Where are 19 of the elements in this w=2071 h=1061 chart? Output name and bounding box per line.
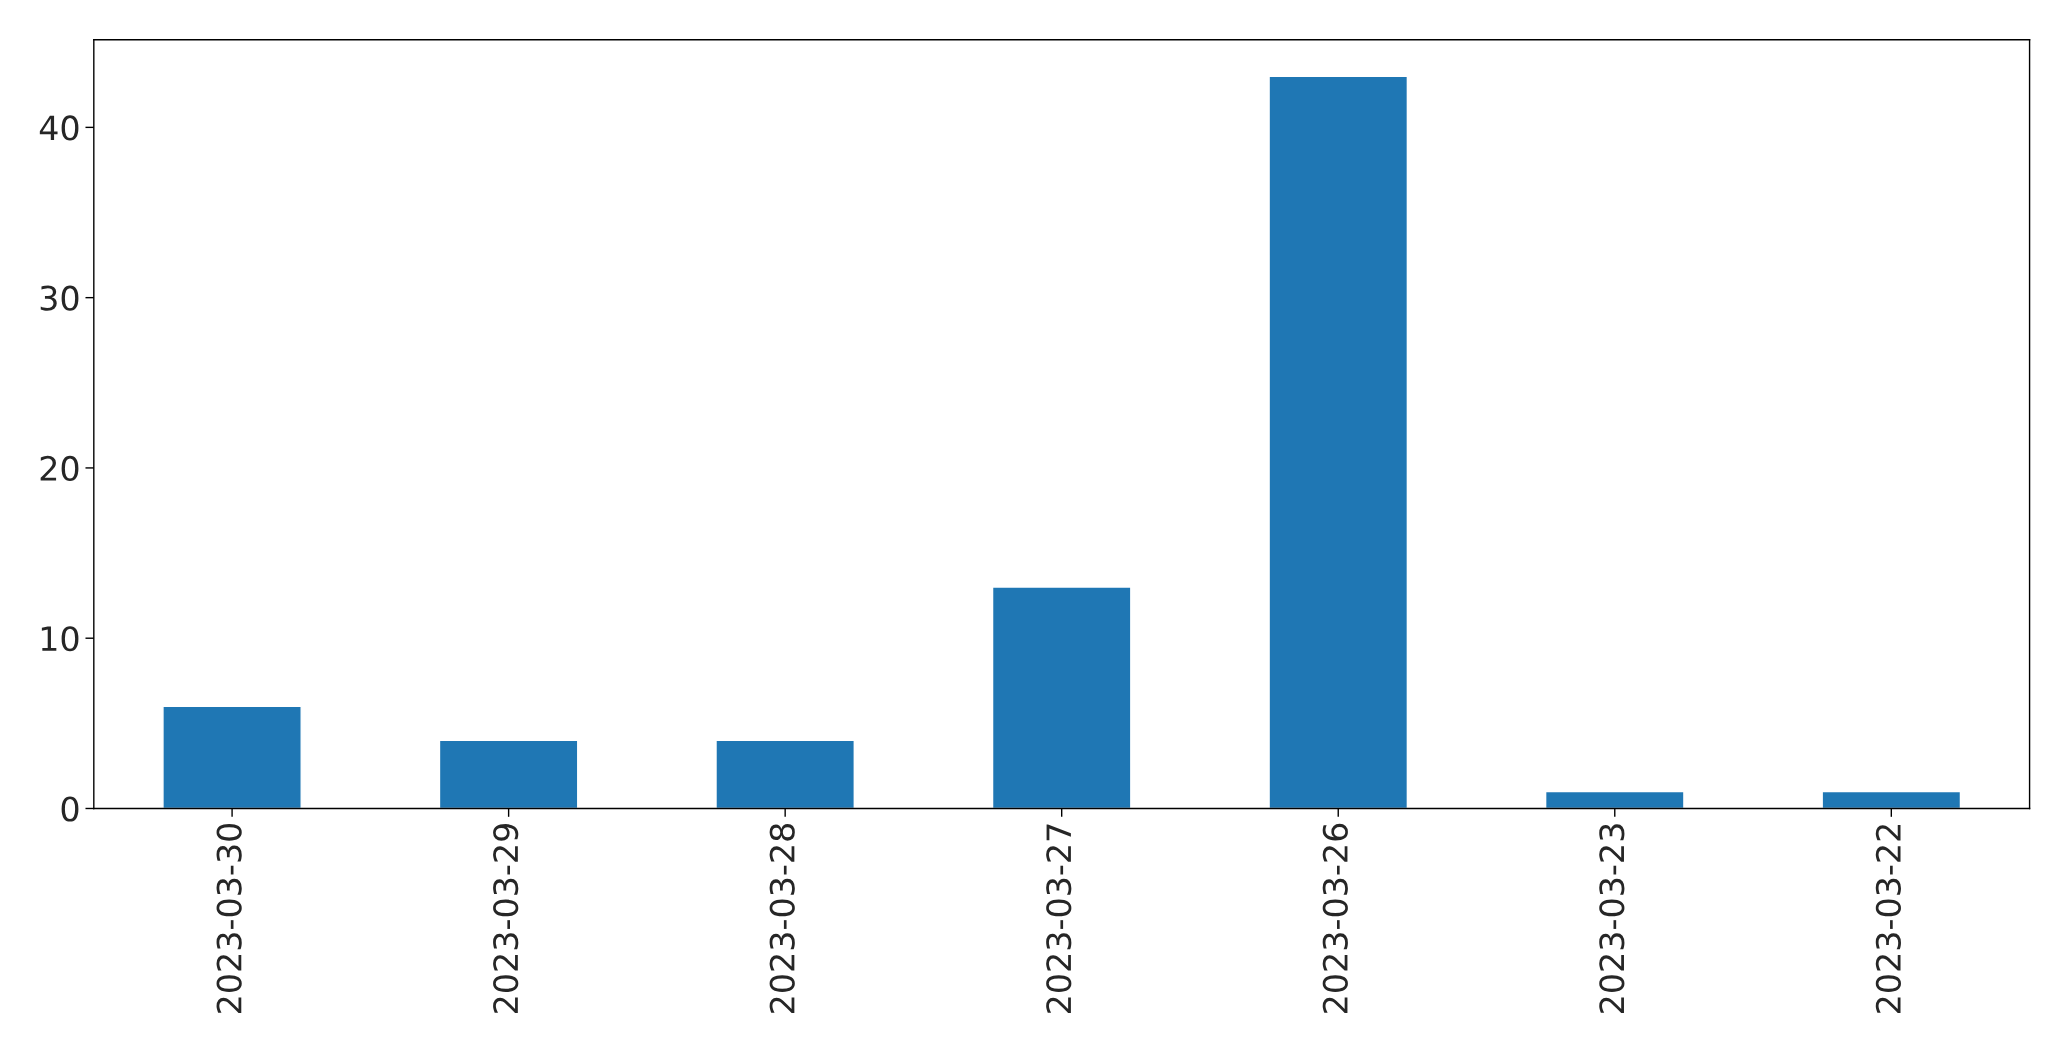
x-tick-label: 2023-03-23 (1599, 824, 1625, 1013)
y-tick-label: 30 (40, 285, 79, 311)
x-tick-label: 2023-03-29 (493, 824, 519, 1013)
x-tick-label: 2023-03-26 (1322, 823, 1348, 1013)
bar (715, 739, 855, 809)
bar (162, 705, 302, 809)
x-tick-label: 2023-03-22 (1875, 825, 1901, 1013)
bar (991, 586, 1132, 809)
y-tick-label: 40 (39, 115, 79, 141)
x-tick-label: 2023-03-27 (1046, 824, 1072, 1013)
bar (1268, 75, 1409, 809)
y-tick-label: 20 (40, 455, 79, 482)
x-tick-label: 2023-03-28 (769, 823, 795, 1013)
bar (1544, 790, 1685, 809)
y-tick-label: 10 (41, 626, 79, 652)
x-tick-label: 2023-03-30 (216, 823, 242, 1013)
bar (438, 739, 579, 809)
y-tick-label: 0 (61, 796, 79, 822)
bar (1821, 790, 1962, 809)
